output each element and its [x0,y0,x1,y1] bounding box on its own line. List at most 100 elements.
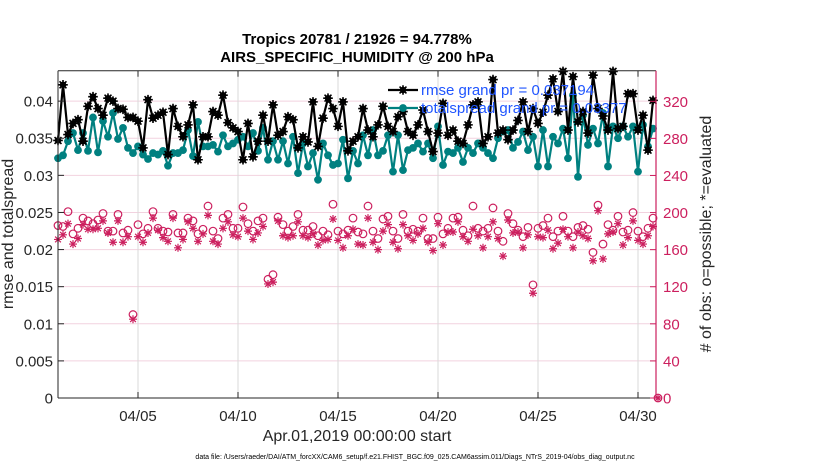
rmse-marker-star [428,146,438,157]
rmse-marker [458,138,468,149]
rmse-marker-star [418,105,428,115]
y-right-tick-label: 160 [663,242,688,259]
obs-evaluated-marker [109,238,117,247]
totalspread-marker [309,149,317,157]
y-right-tick-label: 0 [663,391,671,408]
totalspread-marker [334,159,342,168]
rmse-marker-star [573,117,583,127]
obs-evaluated-marker [189,224,197,233]
obs-evaluated-marker [379,227,387,236]
obs-possible-marker [368,226,378,236]
obs-evaluated-marker [139,238,147,247]
totalspread-marker [549,132,557,141]
rmse-marker [633,125,643,135]
obs-possible-marker [493,226,503,236]
totalspread-marker [374,151,382,160]
obs-possible-marker [363,201,373,211]
obs-evaluated-marker [494,234,502,243]
rmse-marker-star [538,107,548,118]
rmse-marker-star [543,90,553,100]
rmse-marker-star [193,154,203,165]
totalspread-marker [114,135,122,143]
totalspread-marker [209,141,217,149]
totalspread-marker [119,123,127,132]
obs-evaluated-marker [589,256,597,265]
obs-evaluated-marker [224,217,232,226]
totalspread-marker [99,117,107,126]
totalspread-marker [634,167,642,176]
rmse-marker [353,131,363,142]
obs-possible-marker [598,239,608,249]
obs-evaluated-marker [84,225,92,234]
obs-evaluated-marker [444,228,452,237]
rmse-marker-star [398,85,408,95]
rmse-marker [538,107,548,118]
rmse-marker [283,111,293,122]
obs-evaluated-marker [534,232,542,241]
rmse-marker [363,125,373,135]
totalspread-marker [484,149,492,157]
obs-evaluated-marker [609,228,617,237]
totalspread-marker [574,172,582,181]
obs-possible-marker [258,213,268,223]
rmse-marker-star [113,103,123,114]
rmse-marker-star [288,114,298,125]
obs-evaluated-marker [129,315,137,324]
rmse-marker [338,97,348,107]
obs-evaluated-marker [184,217,192,226]
totalspread-marker [394,131,402,140]
rmse-marker [298,131,308,142]
rmse-marker [408,130,418,141]
rmse-marker-star [648,95,658,106]
totalspread-marker [539,126,547,134]
rmse-marker-star [438,98,448,109]
obs-possible-marker [618,227,628,237]
obs-evaluated-marker [454,217,462,226]
rmse-marker-star [158,107,168,118]
totalspread-marker [604,162,612,171]
totalspread-marker [94,148,102,157]
rmse-marker [603,125,613,135]
obs-possible-marker [398,210,408,219]
obs-evaluated-marker [604,229,612,238]
obs-possible-marker [203,201,213,211]
axes: 0 0.005 0.01 0.015 0.02 0.025 0.03 0.035 0.04 0 40… [15,70,688,425]
rmse-marker [153,110,163,121]
totalspread-marker [194,118,202,126]
obs-evaluated-marker [314,241,322,250]
totalspread-marker [449,149,457,157]
y-left-axis-label: rmse and totalspread [0,159,17,309]
rmse-marker-star [183,120,193,130]
rmse-marker [123,112,133,123]
obs-evaluated-marker [59,230,67,239]
obs-evaluated-marker [334,236,342,245]
obs-possible-marker [498,236,508,246]
rmse-marker [178,131,188,142]
rmse-marker [263,136,273,147]
rmse-marker [223,117,233,128]
rmse-marker-star [58,80,68,90]
obs-evaluated-marker [474,231,482,240]
rmse-marker [293,143,303,153]
rmse-marker [468,100,478,110]
obs-evaluated-marker [309,229,317,238]
totalspread-marker [294,169,302,178]
rmse-marker-star [198,131,208,142]
obs-evaluated-marker [79,220,87,229]
y-right-tick-label: 280 [663,131,688,148]
rmse-marker-star [143,94,153,105]
obs-evaluated-marker [204,211,212,220]
rmse-marker-star [233,126,243,137]
rmse-marker-star [383,121,393,132]
totalspread-marker [524,146,532,155]
rmse-marker-star [168,103,178,114]
rmse-marker-star [273,130,283,141]
rmse-marker [648,95,658,106]
rmse-marker [608,66,618,77]
rmse-marker-star [368,131,378,142]
obs-evaluated-marker [364,214,372,223]
rmse-marker-star [93,103,103,114]
obs-possible-marker [73,223,83,233]
y-left-tick-label: 0.035 [15,131,53,148]
totalspread-marker [489,154,497,163]
